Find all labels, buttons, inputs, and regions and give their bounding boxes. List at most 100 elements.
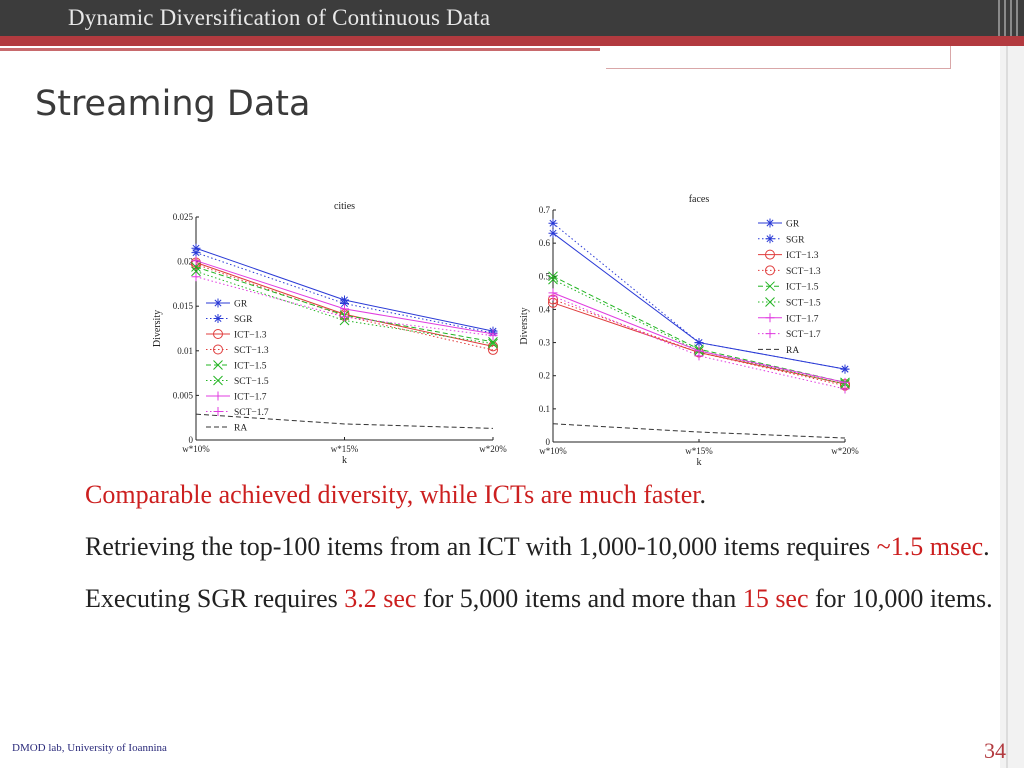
y-axis-label: Diversity xyxy=(152,310,163,347)
legend-marker xyxy=(213,391,223,401)
bullet-item: Comparable achieved diversity, while ICT… xyxy=(85,480,1000,510)
bullet-text: . xyxy=(983,532,990,561)
data-point xyxy=(191,266,201,277)
bullet-item: Retrieving the top-100 items from an ICT… xyxy=(85,532,1000,562)
data-point xyxy=(340,304,349,314)
highlight-text: 15 sec xyxy=(742,584,809,613)
y-axis-label: Diversity xyxy=(519,307,530,344)
data-point-shape xyxy=(488,337,498,347)
data-point-shape xyxy=(191,266,201,277)
header-bar: Dynamic Diversification of Continuous Da… xyxy=(0,0,1024,36)
data-point-shape xyxy=(340,299,349,309)
y-tick-label: 0.02 xyxy=(177,257,193,267)
legend-marker xyxy=(213,375,223,386)
data-point xyxy=(340,299,349,309)
legend-label: SCT−1.5 xyxy=(234,377,269,387)
data-point-shape xyxy=(548,228,558,238)
x-tick-label: w*20% xyxy=(479,444,507,454)
legend-marker-shape xyxy=(213,298,223,308)
chart-title: faces xyxy=(689,194,710,205)
legend-label: ICT−1.5 xyxy=(786,283,819,293)
legend-marker-shape xyxy=(213,360,223,370)
data-point xyxy=(340,312,349,322)
x-axis-label: k xyxy=(697,457,702,468)
legend-marker-shape xyxy=(765,265,775,276)
legend-marker-shape xyxy=(765,234,775,244)
data-point-shape xyxy=(191,272,201,282)
y-tick-label: 0.2 xyxy=(539,371,550,381)
x-tick-label: w*10% xyxy=(539,446,567,456)
legend-label: SGR xyxy=(234,315,253,325)
x-tick-label: w*10% xyxy=(182,444,210,454)
legend-marker xyxy=(213,298,223,308)
data-point xyxy=(191,256,201,266)
legend-label: RA xyxy=(234,424,247,434)
legend-label: SCT−1.7 xyxy=(786,330,821,340)
x-tick-label: w*15% xyxy=(331,444,359,454)
legend-marker-shape xyxy=(213,391,223,401)
legend-marker-shape xyxy=(765,249,775,260)
legend-label: ICT−1.5 xyxy=(234,362,267,372)
data-point-shape xyxy=(840,364,850,374)
data-point-shape xyxy=(191,248,201,258)
data-point xyxy=(488,331,498,341)
legend-marker xyxy=(213,407,223,416)
highlight-text: 3.2 sec xyxy=(344,584,417,613)
legend-label: SGR xyxy=(786,235,805,245)
bullet-text: Retrieving the top-100 items from an ICT… xyxy=(85,532,877,561)
chart-legend: GR SGR ICT−1.3 SCT−1.3 ICT−1.5 SCT−1.5 ICT−1.7… xyxy=(206,298,269,434)
chart-faces-svg: faces 0 0.1 0.2 0.3 0.4 0.5 0.6 0.7 w*10% w*15% w*2… xyxy=(519,194,859,468)
legend-marker xyxy=(765,249,775,260)
slide-title: Streaming Data xyxy=(35,84,311,124)
data-point-shape xyxy=(191,262,201,272)
legend-marker-shape xyxy=(213,314,223,323)
legend-marker-shape xyxy=(213,344,223,355)
data-point xyxy=(548,228,558,238)
data-point-shape xyxy=(340,312,349,322)
data-point-shape xyxy=(340,304,349,314)
y-tick-label: 0.015 xyxy=(173,301,194,311)
y-tick-label: 0.6 xyxy=(539,238,551,248)
legend-marker-shape xyxy=(765,218,775,228)
page-number: 34 xyxy=(984,738,1006,763)
legend-marker xyxy=(765,234,775,244)
header-red-box xyxy=(606,46,951,69)
data-point xyxy=(694,338,704,348)
x-tick-label: w*20% xyxy=(831,446,859,456)
y-tick-label: 0.7 xyxy=(539,205,551,215)
data-point xyxy=(694,351,704,361)
legend-marker-shape xyxy=(765,297,775,307)
y-tick-label: 0.1 xyxy=(539,404,550,414)
legend-marker xyxy=(765,297,775,307)
legend-label: SCT−1.5 xyxy=(786,299,821,309)
y-tick-label: 0.01 xyxy=(177,346,193,356)
data-point-shape xyxy=(191,256,201,266)
bullet-text: Executing SGR requires xyxy=(85,584,345,613)
data-point-shape xyxy=(548,274,558,285)
legend-label: ICT−1.7 xyxy=(234,393,267,403)
y-tick-label: 0 xyxy=(546,437,551,447)
data-point xyxy=(840,364,850,374)
data-point xyxy=(191,262,201,272)
data-point-shape xyxy=(694,351,704,361)
bullet-text: for 10,000 items. xyxy=(808,584,993,613)
header-stripes xyxy=(998,0,1018,36)
legend-marker xyxy=(765,281,775,292)
legend-marker-shape xyxy=(213,329,223,339)
legend-marker xyxy=(765,329,775,339)
data-point xyxy=(548,218,558,228)
y-tick-label: 0.005 xyxy=(173,390,194,400)
legend-marker xyxy=(765,218,775,228)
header-title: Dynamic Diversification of Continuous Da… xyxy=(68,5,491,30)
footer-affiliation: DMOD lab, University of Ioannina xyxy=(12,742,167,754)
y-tick-label: 0.5 xyxy=(539,271,551,281)
data-point-shape xyxy=(548,271,558,282)
legend-marker-shape xyxy=(765,313,775,323)
legend-label: SCT−1.3 xyxy=(786,267,821,277)
legend-label: ICT−1.3 xyxy=(234,331,267,341)
y-tick-label: 0.3 xyxy=(539,338,551,348)
data-point-shape xyxy=(488,344,498,355)
legend-marker xyxy=(213,344,223,355)
legend-marker xyxy=(213,314,223,323)
legend-marker xyxy=(765,265,775,276)
